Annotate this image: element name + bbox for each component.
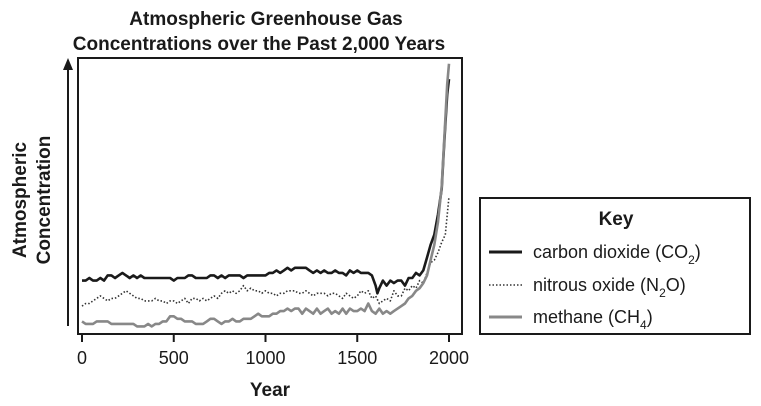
legend-box <box>479 197 751 335</box>
chart-title-line-2: Concentrations over the Past 2,000 Years <box>73 34 445 55</box>
series-line-ch4 <box>81 63 451 328</box>
series-line-co2 <box>82 78 451 295</box>
legend-label-co2: carbon dioxide (CO2) <box>533 242 701 267</box>
x-tick-layer: 0 500 1000 1500 2000 <box>77 334 469 368</box>
x-tick-label: 1000 <box>245 348 285 368</box>
y-axis-label-line-2: Concentration <box>34 136 55 265</box>
x-tick-label: 1500 <box>337 348 377 368</box>
y-axis-arrow <box>63 58 73 326</box>
x-tick-label: 500 <box>159 348 189 368</box>
series-line-n2o <box>81 196 450 307</box>
legend: Key carbon dioxide (CO2) nitrous oxide (… <box>479 197 751 335</box>
x-tick-label: 0 <box>77 348 87 368</box>
x-tick-label: 2000 <box>429 348 469 368</box>
legend-label-ch4: methane (CH4) <box>533 307 653 332</box>
plot-frame <box>77 57 463 335</box>
y-axis-label-line-1: Atmospheric <box>10 142 31 259</box>
legend-title: Key <box>599 209 634 230</box>
series-layer <box>81 63 451 328</box>
x-axis-label: Year <box>250 380 291 401</box>
legend-label-n2o: nitrous oxide (N2O) <box>533 275 686 300</box>
chart-title-line-1: Atmospheric Greenhouse Gas <box>129 9 402 30</box>
